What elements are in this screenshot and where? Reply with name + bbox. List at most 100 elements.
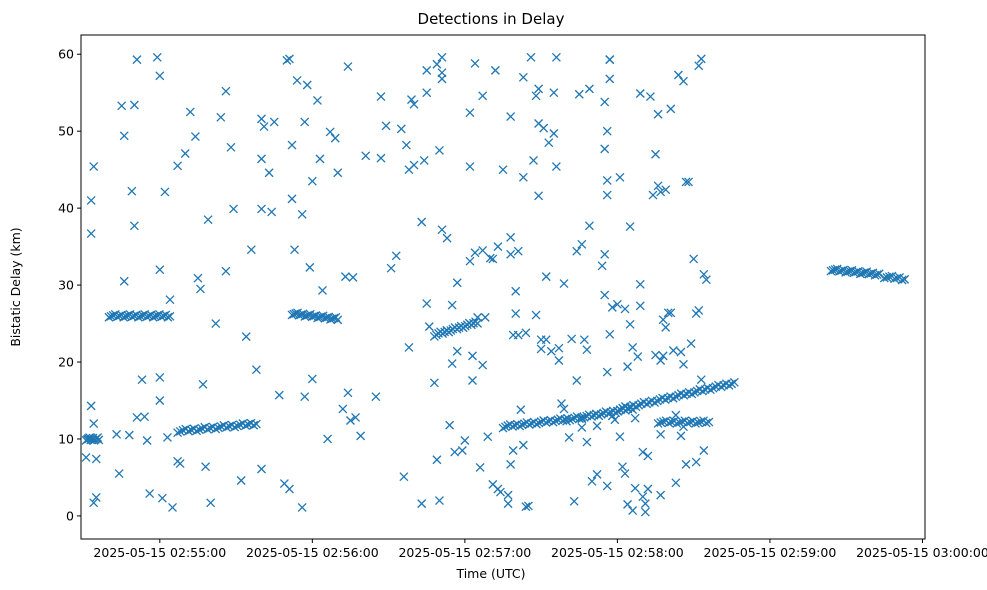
data-point: [163, 312, 173, 322]
data-point: [526, 52, 536, 62]
data-point: [534, 191, 544, 201]
data-point: [597, 261, 607, 271]
data-point: [690, 387, 699, 397]
data-point: [173, 161, 183, 171]
data-point: [404, 342, 414, 352]
data-point: [386, 263, 396, 273]
chart-title: Detections in Delay: [418, 10, 565, 28]
data-point: [685, 417, 695, 427]
data-point: [653, 181, 663, 191]
data-point: [89, 419, 99, 429]
data-point: [300, 117, 310, 127]
data-point: [653, 109, 663, 119]
data-point: [705, 385, 715, 395]
data-point: [679, 359, 688, 369]
data-point: [890, 274, 899, 284]
data-point: [488, 254, 498, 264]
data-point: [503, 499, 513, 509]
data-point: [302, 80, 312, 90]
data-point: [584, 221, 594, 231]
data-point: [551, 52, 561, 62]
data-point: [211, 319, 221, 329]
data-point: [422, 88, 432, 98]
data-point: [628, 506, 638, 515]
data-point: [498, 423, 508, 433]
x-tick-label: 2025-05-15 03:00:00: [856, 545, 987, 560]
data-point: [569, 496, 579, 506]
data-point: [371, 392, 381, 402]
data-point: [203, 215, 213, 225]
data-point: [704, 417, 714, 427]
data-point: [638, 447, 648, 457]
data-point: [567, 414, 577, 424]
data-point: [196, 284, 205, 294]
data-point: [94, 435, 104, 445]
data-point: [635, 301, 645, 311]
data-point: [175, 459, 185, 469]
data-point: [465, 162, 475, 172]
data-point: [506, 249, 516, 259]
data-point: [417, 217, 427, 227]
data-point: [81, 452, 91, 462]
data-point: [518, 172, 528, 182]
data-point: [192, 426, 202, 436]
data-point: [884, 272, 894, 282]
data-point: [351, 412, 361, 422]
data-point: [582, 345, 592, 355]
data-point: [468, 351, 477, 361]
data-point: [140, 412, 150, 422]
data-point: [572, 376, 582, 385]
data-point: [640, 507, 650, 517]
data-point: [333, 315, 343, 325]
data-point: [668, 346, 678, 355]
data-point: [652, 396, 662, 406]
data-point: [897, 275, 907, 285]
data-point: [437, 74, 447, 84]
data-point: [605, 329, 615, 339]
data-point: [330, 133, 340, 143]
data-point: [221, 266, 231, 276]
data-point: [689, 254, 699, 264]
data-point: [493, 242, 503, 252]
data-point: [729, 377, 739, 387]
y-tick-label: 40: [58, 201, 74, 216]
data-point: [666, 417, 676, 427]
y-axis-label: Bistatic Delay (km): [8, 227, 23, 346]
data-point: [708, 383, 718, 393]
data-point: [194, 425, 204, 435]
y-tick-label: 60: [58, 47, 74, 62]
data-point: [86, 401, 96, 411]
data-point: [612, 299, 622, 309]
data-point: [422, 299, 432, 309]
data-point: [511, 286, 521, 296]
data-point: [602, 190, 612, 200]
data-point: [645, 92, 655, 102]
data-point: [230, 422, 240, 432]
data-point: [508, 446, 518, 455]
data-point: [620, 469, 630, 479]
y-axis: 0 10 20 30 40 50 60: [58, 47, 81, 523]
data-point: [132, 55, 142, 65]
data-point: [691, 418, 700, 428]
data-point: [216, 112, 226, 122]
data-point: [447, 300, 457, 310]
data-point: [603, 409, 613, 418]
data-point: [86, 195, 96, 205]
x-tick-label: 2025-05-15 02:55:00: [93, 545, 226, 560]
data-point: [155, 265, 165, 275]
data-point: [554, 356, 564, 365]
data-point: [541, 272, 551, 282]
data-point: [577, 239, 587, 249]
data-point: [434, 145, 444, 155]
data-point: [119, 131, 129, 141]
data-point: [582, 437, 592, 447]
data-point: [513, 330, 523, 340]
data-point: [508, 422, 518, 431]
data-point: [658, 417, 668, 427]
data-point: [554, 343, 564, 353]
data-point: [417, 499, 427, 509]
axes-frame: [80, 34, 926, 540]
y-tick-label: 10: [58, 431, 74, 446]
data-point: [577, 422, 587, 432]
y-tick-label: 0: [66, 508, 74, 523]
